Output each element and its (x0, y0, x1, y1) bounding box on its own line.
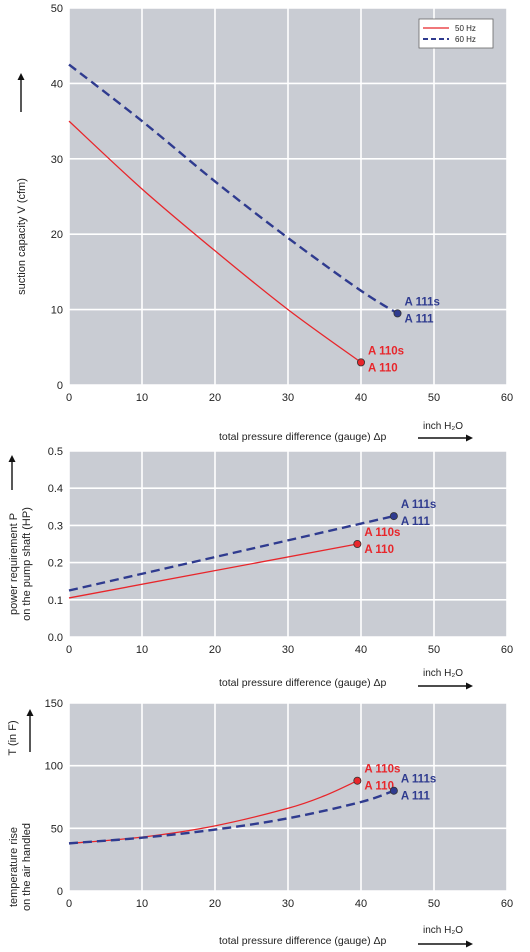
x-tick-label: 20 (209, 644, 221, 656)
y-tick-label: 0.3 (48, 520, 63, 532)
legend-box (418, 18, 494, 49)
legend-label: 50 Hz (455, 24, 476, 33)
x-tick-label: 50 (428, 898, 440, 910)
y-tick-label: 0.4 (48, 483, 63, 495)
series-line-50-hz (68, 543, 358, 599)
y-axis-label-line: temperature rise (8, 827, 20, 907)
x-tick-label: 20 (209, 392, 221, 404)
y-tick-label: 20 (51, 229, 63, 241)
x-tick-label: 0 (66, 898, 72, 910)
x-tick-label: 30 (282, 644, 294, 656)
x-tick-label: 0 (66, 392, 72, 404)
x-axis-unit: inch H₂O (423, 668, 463, 679)
endpoint-label: A 111s (405, 296, 440, 308)
series-endpoint-marker (353, 540, 362, 549)
x-axis-unit: inch H₂O (423, 925, 463, 936)
y-axis-label: suction capacity V (cfm) (16, 178, 28, 295)
y-tick-label: 0.5 (48, 446, 63, 458)
endpoint-label: A 111 (405, 313, 435, 325)
y-tick-label: 0 (57, 380, 63, 392)
y-axis-label-line: on the pump shaft (HP) (21, 507, 33, 621)
x-tick-label: 60 (501, 644, 513, 656)
x-tick-label: 30 (282, 392, 294, 404)
endpoint-label: A 111s (401, 499, 436, 511)
x-tick-label: 30 (282, 898, 294, 910)
y-tick-label: 0 (57, 886, 63, 898)
y-tick-label: 10 (51, 305, 63, 317)
series-line-50-hz (68, 120, 362, 363)
x-axis-arrowhead-icon (466, 940, 473, 948)
series-endpoint-marker (356, 358, 365, 367)
x-tick-label: 60 (501, 898, 513, 910)
y-tick-label: 30 (51, 154, 63, 166)
y-tick-label: 0.0 (48, 632, 63, 644)
series-endpoint-marker (389, 512, 398, 521)
x-tick-label: 10 (136, 898, 148, 910)
x-axis-label: total pressure difference (gauge) Δp (219, 677, 386, 689)
y-tick-label: 40 (51, 78, 63, 90)
x-axis-unit: inch H₂O (423, 421, 463, 432)
series-endpoint-marker (389, 786, 398, 795)
endpoint-label: A 110s (364, 527, 400, 539)
endpoint-label: A 110 (364, 781, 394, 793)
series-line-60-hz (68, 789, 395, 845)
y-tick-label: 100 (45, 761, 63, 773)
x-tick-label: 0 (66, 644, 72, 656)
endpoint-label: A 111 (401, 791, 431, 803)
series-endpoint-marker (353, 776, 362, 785)
y-tick-label: 150 (45, 698, 63, 710)
x-axis-label: total pressure difference (gauge) Δp (219, 935, 386, 947)
endpoint-label: A 110 (368, 362, 398, 374)
x-tick-label: 50 (428, 392, 440, 404)
x-tick-label: 50 (428, 644, 440, 656)
endpoint-label: A 110 (364, 544, 394, 556)
x-tick-label: 40 (355, 898, 367, 910)
endpoint-label: A 110s (368, 345, 404, 357)
x-tick-label: 10 (136, 644, 148, 656)
y-axis-label-line: power requirement P (8, 513, 20, 615)
x-tick-label: 60 (501, 392, 513, 404)
x-tick-label: 40 (355, 392, 367, 404)
y-axis-label-extra: T (in F) (7, 720, 19, 755)
x-tick-label: 20 (209, 898, 221, 910)
series-endpoint-marker (393, 309, 402, 318)
endpoint-label: A 111s (401, 774, 436, 786)
y-axis-arrowhead-icon (26, 709, 34, 716)
endpoint-label: A 111 (401, 516, 431, 528)
x-axis-arrowhead-icon (466, 434, 473, 442)
y-tick-label: 0.2 (48, 558, 63, 570)
legend-label: 60 Hz (455, 35, 476, 44)
x-tick-label: 10 (136, 392, 148, 404)
x-axis-label: total pressure difference (gauge) Δp (219, 431, 386, 443)
y-tick-label: 50 (51, 3, 63, 15)
series-line-60-hz (68, 63, 399, 315)
y-axis-label-line: on the air handled (21, 823, 33, 911)
y-axis-arrowhead-icon (17, 73, 25, 80)
y-axis-arrowhead-icon (8, 455, 16, 462)
endpoint-label: A 110s (364, 764, 400, 776)
y-tick-label: 50 (51, 823, 63, 835)
x-axis-arrowhead-icon (466, 682, 473, 690)
x-tick-label: 40 (355, 644, 367, 656)
y-tick-label: 0.1 (48, 595, 63, 607)
